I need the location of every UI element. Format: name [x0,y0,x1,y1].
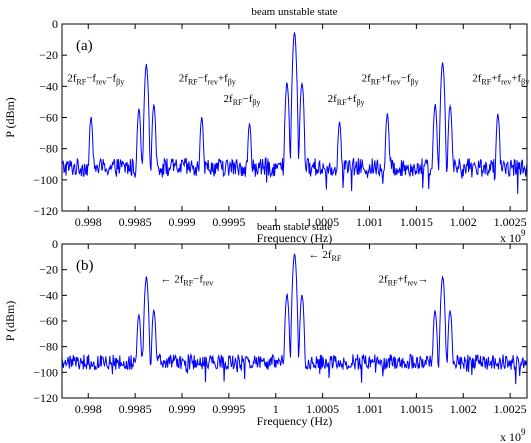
x-tick-label: 1.0025 [494,402,527,416]
x-tick-label: 1.0015 [400,215,433,229]
y-tick-label: −100 [33,365,58,379]
peak-annotation: 2fRF−frev+fβy [179,73,236,87]
panel-label: (a) [76,38,93,54]
peak-point [293,32,296,34]
peak-point [286,82,288,84]
y-tick-label: −100 [33,173,58,187]
y-tick-label: −120 [33,391,58,405]
x-axis-label: Frequency (Hz) [257,231,333,245]
y-axis-label: P (dBm) [3,97,17,138]
x-tick-label: 0.9995 [212,402,245,416]
panel-a: 0.998 0.9985 0.999 0.9995 1 1.0005 1.001 1.0015… [3,6,529,245]
chart-title: beam unstable state [251,6,337,18]
peak-point [201,116,203,119]
x-tick-label: 1.002 [450,402,477,416]
peak-annotation: 2fRF−fβy [224,93,261,107]
peak-point [153,310,155,312]
x-tick-label: 0.999 [169,215,196,229]
peak-point [153,104,155,106]
x-tick-label: 1.001 [356,215,383,229]
peak-point [434,104,436,106]
peak-point [449,104,451,106]
x-tick-label: 0.998 [75,215,102,229]
x-multiplier: x 109 [500,228,526,245]
x-tick-label: 0.999 [169,402,196,416]
peak-annotation: 2fRF+frev−fβy [362,73,419,87]
peak-point [301,294,303,296]
peak-point [338,121,341,123]
peak-point [90,116,92,119]
x-tick-label: 1.001 [356,402,383,416]
panel-label: (b) [76,258,94,274]
y-axis-label: P (dBm) [3,301,17,342]
x-tick-label: 0.998 [75,402,102,416]
x-tick-label: 0.9985 [119,402,152,416]
peak-point [442,62,444,64]
peak-annotation: 2fRF+frev→ [379,274,429,288]
y-tick-label: −20 [39,48,58,62]
y-tick-label: −40 [39,288,58,302]
peak-point [248,123,251,125]
peak-point [145,63,147,66]
x-tick-label: 0.9995 [212,215,245,229]
peak-point [293,253,296,255]
peak-point [386,113,388,115]
peak-annotation: ← 2fRF−frev [160,274,213,288]
x-multiplier: x 109 [500,427,526,443]
y-tick-label: 0 [52,237,58,251]
y-tick-label: −60 [39,314,58,328]
plot-area [62,24,527,211]
spectrum-series [62,32,527,194]
panel-b: 0.998 0.9985 0.999 0.9995 1 1.0005 1.001 1.0015… [3,221,528,443]
peak-point [138,109,140,111]
x-tick-label: 1.0015 [400,402,433,416]
x-tick-label: 1.002 [450,215,477,229]
plot-area [62,244,527,398]
x-tick-label: 0.9985 [119,215,152,229]
y-tick-label: −20 [39,263,58,277]
peak-annotation: 2fRF+frev+fβy [472,73,529,87]
chart-title: beam stable state [257,221,332,233]
x-tick-label: 1.0025 [494,215,527,229]
peak-annotation: ← 2fRF [309,249,342,263]
peak-point [497,113,499,115]
y-tick-label: −80 [39,142,58,156]
y-tick-label: −60 [39,111,58,125]
y-tick-label: −80 [39,340,58,354]
peak-annotation: 2fRF−frev−fβy [67,73,124,87]
y-tick-label: −120 [33,204,58,218]
peak-point [138,313,140,316]
peak-point [449,310,451,312]
x-tick-label: 1.0005 [306,215,339,229]
peak-annotation: 2fRF+fβy [328,93,365,107]
x-tick-label: 1 [273,402,279,416]
x-tick-label: 1.0005 [306,402,339,416]
peak-point [145,276,147,278]
x-axis-label: Frequency (Hz) [257,414,333,428]
x-tick-label: 1 [273,215,279,229]
peak-point [286,294,288,296]
y-tick-label: 0 [52,17,58,31]
peak-point [434,310,436,312]
peak-point [442,276,444,278]
peak-point [301,82,303,84]
y-tick-label: −40 [39,79,58,93]
